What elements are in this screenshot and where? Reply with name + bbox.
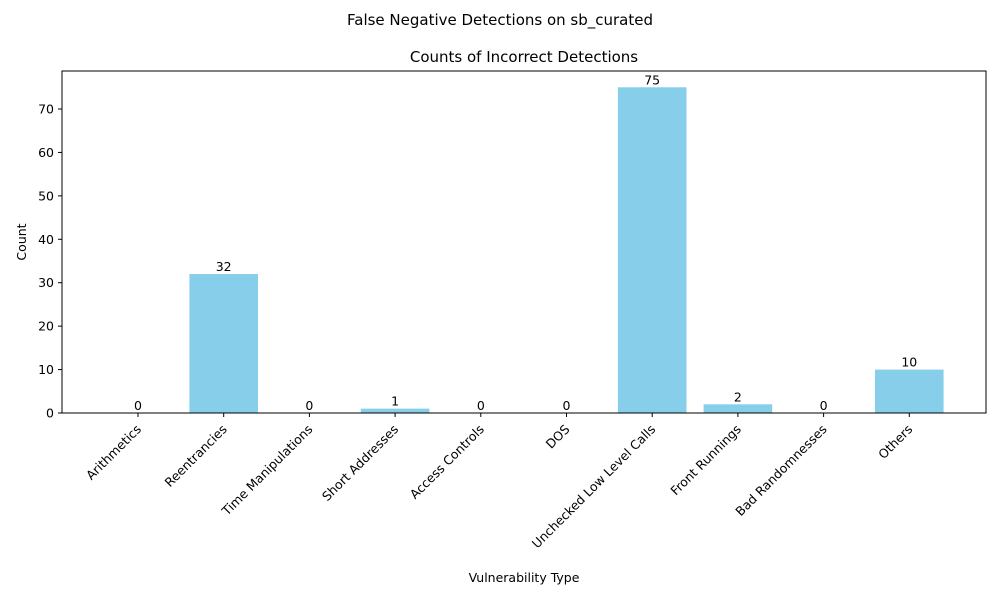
x-tick-label: DOS (543, 421, 573, 451)
bar-value-label: 10 (901, 355, 917, 370)
y-tick-label: 0 (46, 406, 54, 421)
chart-title: Counts of Incorrect Detections (410, 48, 638, 66)
bar-unchecked-low-level-calls (617, 87, 687, 414)
bar-value-label: 0 (134, 398, 142, 413)
x-tick-label: Time Manipulations (218, 422, 315, 519)
bar-value-label: 75 (644, 72, 660, 87)
y-tick-label: 70 (38, 102, 54, 117)
y-tick-label: 10 (38, 362, 54, 377)
y-tick-label: 30 (38, 275, 54, 290)
bar-value-label: 1 (391, 394, 399, 409)
bars-group (189, 87, 944, 414)
y-tick-label: 20 (38, 319, 54, 334)
bar-value-label: 0 (305, 398, 313, 413)
x-tick-label: Others (875, 422, 915, 462)
bar-value-label: 0 (563, 398, 571, 413)
bar-value-label: 0 (477, 398, 485, 413)
y-axis-label: Count (14, 223, 29, 260)
bar-value-label: 32 (216, 259, 232, 274)
bar-value-label: 2 (734, 389, 742, 404)
bar-short-addresses (360, 408, 430, 413)
x-axis-label: Vulnerability Type (469, 570, 580, 585)
x-tick-label: Access Controls (407, 422, 487, 502)
x-tick-label: Arithmetics (83, 422, 144, 483)
bar-others (875, 369, 944, 413)
bar-front-runnings (703, 404, 773, 413)
x-tick-label: Reentrancies (162, 422, 230, 490)
y-tick-label: 50 (38, 188, 54, 203)
x-tick-label: Bad Randomnesses (732, 422, 829, 519)
bar-reentrancies (189, 274, 258, 413)
y-tick-label: 60 (38, 145, 54, 160)
y-axis: 0 10 20 30 40 50 60 70 (38, 102, 62, 421)
plot-area-frame (61, 70, 987, 414)
bar-value-label: 0 (820, 398, 828, 413)
y-tick-label: 40 (38, 232, 54, 247)
figure-suptitle: False Negative Detections on sb_curated (347, 11, 653, 30)
x-tick-label: Front Runnings (667, 422, 744, 499)
x-tick-label: Short Addresses (319, 422, 401, 504)
